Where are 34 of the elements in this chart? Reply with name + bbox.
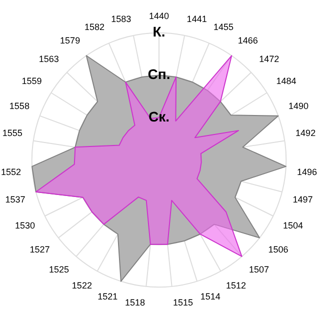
spoke-label: 1518 [124,297,146,308]
spoke-label: 1496 [296,166,317,177]
spoke-label: 1521 [98,292,118,302]
spoke-label: 1466 [238,36,258,46]
spoke-label: 1484 [276,76,296,86]
spoke-label: 1512 [226,280,246,291]
spoke-label: 1441 [186,14,207,24]
y-tick-label: Сп. [148,66,170,82]
spoke-label: 1507 [248,264,270,275]
spoke-label: 1492 [296,128,316,138]
y-tick-label: К. [152,24,166,40]
spoke-label: 1522 [72,280,92,291]
spoke-label: 1582 [84,22,105,32]
spoke-label: 1563 [38,54,59,64]
spoke-label: 1527 [30,244,50,254]
spoke-label: 1579 [60,36,80,46]
spoke-label: 1558 [9,101,30,112]
spoke-label: 1506 [268,244,288,254]
spoke-label: 1504 [283,220,304,231]
spoke-label: 1497 [292,194,313,205]
spoke-label: 1490 [288,101,309,112]
spoke-label: 1440 [148,10,170,21]
spoke-label: 1515 [172,297,194,308]
spoke-label: 1472 [259,54,280,64]
spoke-label: 1530 [14,220,35,231]
y-tick-label: Ск. [148,108,170,124]
spoke-label: 1525 [48,264,70,275]
spoke-label: 1555 [2,128,22,138]
spoke-label: 1583 [111,14,132,24]
spoke-label: 1455 [213,22,234,32]
spoke-label: 1559 [22,76,42,86]
spoke-label: 1514 [200,292,220,302]
spoke-label: 1537 [5,194,26,205]
spoke-label: 1552 [1,166,22,177]
